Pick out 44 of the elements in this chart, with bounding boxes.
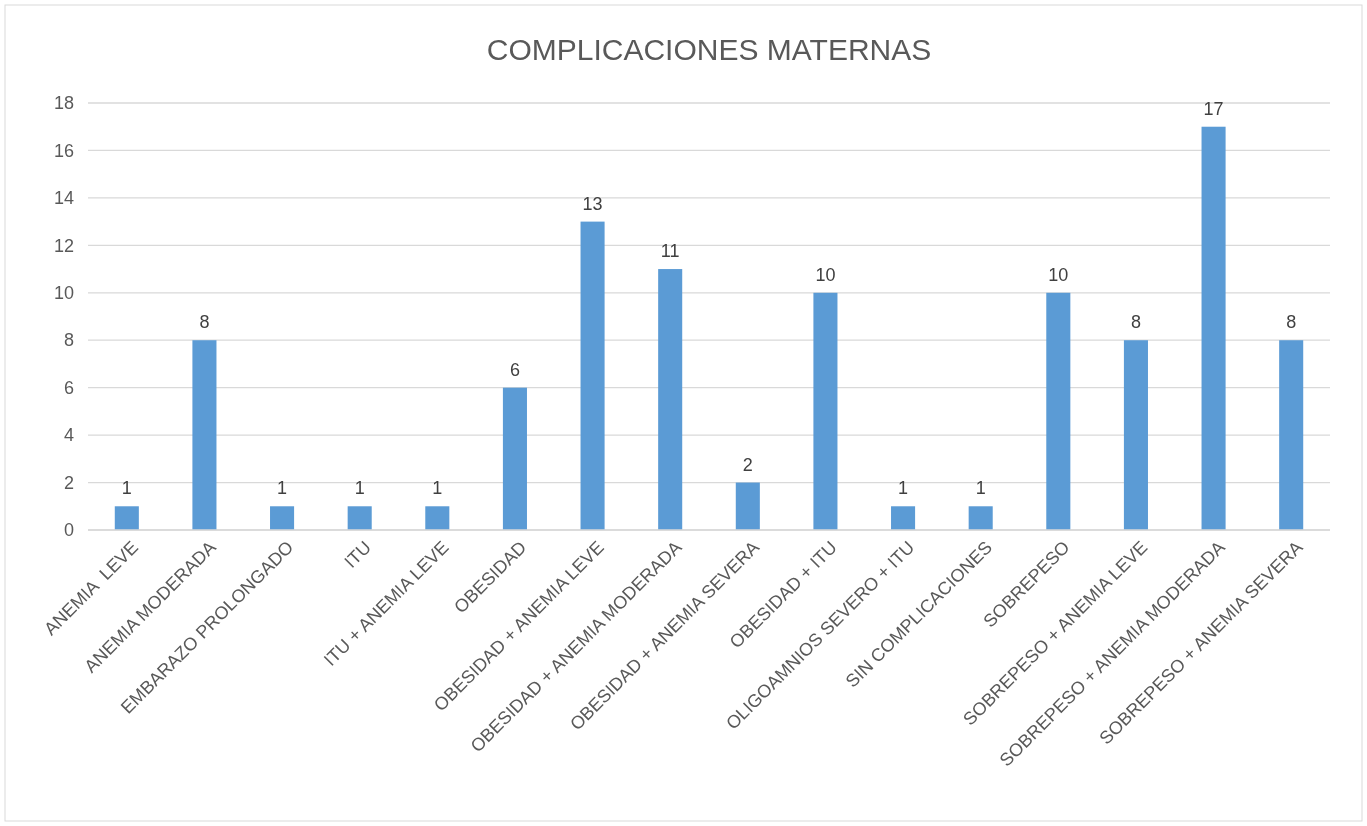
bar (891, 506, 916, 530)
bar (1279, 340, 1304, 530)
bar (114, 506, 139, 530)
data-label: 8 (199, 312, 210, 333)
data-label: 8 (1130, 312, 1141, 333)
data-label: 1 (898, 478, 909, 499)
x-tick-label: ITU (340, 537, 375, 572)
bar (1123, 340, 1148, 530)
y-tick-label: 12 (53, 235, 74, 256)
data-label: 13 (582, 193, 603, 214)
data-label: 10 (1048, 264, 1069, 285)
bar (658, 269, 683, 530)
bar (968, 506, 993, 530)
bar (192, 340, 217, 530)
data-label: 6 (509, 359, 520, 380)
data-label: 1 (121, 478, 132, 499)
y-tick-label: 14 (53, 188, 74, 209)
y-tick-label: 2 (63, 472, 74, 493)
data-label: 17 (1203, 98, 1224, 119)
y-tick-label: 8 (63, 330, 74, 351)
bar (347, 506, 372, 530)
data-label: 1 (277, 478, 288, 499)
data-label: 10 (815, 264, 836, 285)
bar (1201, 126, 1226, 530)
y-tick-label: 16 (53, 140, 74, 161)
y-tick-label: 10 (53, 283, 74, 304)
bar (502, 387, 527, 530)
chart-title: COMPLICACIONES MATERNAS (486, 33, 932, 66)
bar (425, 506, 450, 530)
bar (580, 221, 605, 530)
data-label: 1 (354, 478, 365, 499)
bar (813, 292, 838, 530)
y-tick-label: 0 (63, 520, 74, 541)
y-tick-label: 4 (63, 425, 74, 446)
data-label: 11 (660, 241, 680, 262)
bar (270, 506, 295, 530)
bar (1046, 292, 1071, 530)
y-tick-label: 18 (53, 93, 74, 114)
data-label: 1 (432, 478, 443, 499)
data-label: 1 (975, 478, 986, 499)
data-label: 2 (742, 454, 753, 475)
data-label: 8 (1286, 312, 1297, 333)
y-tick-label: 6 (63, 377, 74, 398)
bar (735, 482, 760, 530)
